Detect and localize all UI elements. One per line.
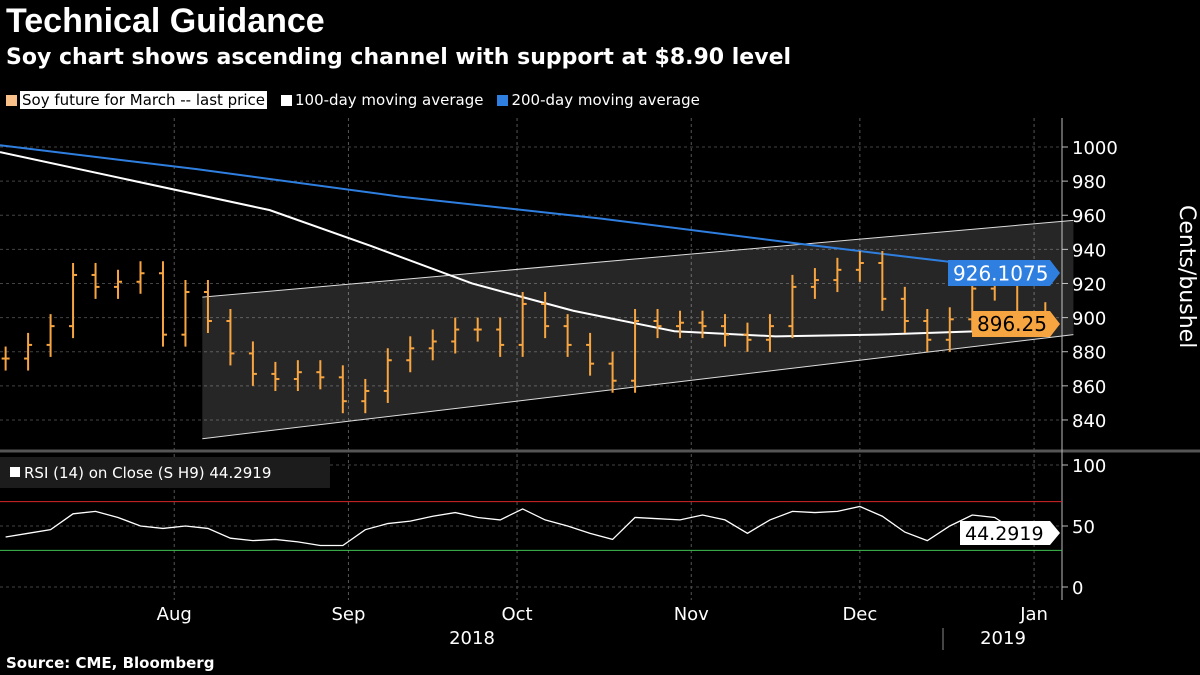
price-bar [900,286,909,334]
y-tick-label: 940 [1072,240,1106,261]
price-bar [271,361,280,392]
rsi-y-tick-label: 100 [1072,456,1106,477]
legend-label: 200-day moving average [511,91,700,109]
price-bar [383,348,392,403]
y-tick-label: 920 [1072,274,1106,295]
y-tick-label: 900 [1072,309,1106,330]
x-tick-label: Nov [674,604,709,625]
legend-swatch [281,94,292,106]
y-tick-label: 860 [1072,377,1106,398]
price-last-label: 896.25 [977,312,1047,336]
price-bar [653,309,662,339]
price-bar [541,291,550,339]
y-tick-label: 1000 [1072,138,1118,159]
ma200-last-label: 926.1075 [953,261,1048,285]
rsi-last-label-bg [960,520,1060,545]
price-bar [158,261,167,347]
price-bar [316,360,325,390]
price-bar [293,360,302,392]
legend-label: 100-day moving average [295,91,484,109]
legend: Soy future for March -- last price 100-d… [6,91,700,109]
price-bar [923,309,932,352]
x-tick-label: Aug [157,604,192,625]
price-bar [698,310,707,339]
price-bar [361,378,370,414]
x-tick-label: Oct [501,604,532,625]
price-bar [248,341,257,386]
channel-lower-line [202,334,1074,440]
price-bar [833,257,842,293]
y-tick-label: 880 [1072,343,1106,364]
channel-area [202,220,1074,439]
price-bar [203,280,212,334]
legend-label: Soy future for March -- last price [20,91,267,109]
legend-swatch [6,94,17,106]
price-bar [631,309,640,393]
price-bar [496,317,505,357]
y-tick-label: 840 [1072,411,1106,432]
price-bar [810,268,819,299]
x-year-label: 2018 [449,628,495,649]
price-bar [91,262,100,299]
price-bar [945,307,954,352]
x-tick-label: Jan [1019,604,1048,625]
price-bar [46,314,55,357]
price-bar [338,365,347,414]
legend-item-price: Soy future for March -- last price [6,91,267,109]
channel-upper-line [202,219,1074,298]
price-bar [518,291,527,357]
price-bar [451,317,460,354]
price-bar [24,332,33,371]
price-bar [114,269,123,299]
price-bar [226,309,235,366]
price-bar [878,251,887,311]
price-bar [406,336,415,373]
legend-item-ma100: 100-day moving average [281,91,483,109]
price-bar [788,274,797,339]
price-bar [608,351,617,393]
y-tick-label: 960 [1072,206,1106,227]
price-bar [1,346,10,371]
price-last-label-bg [972,310,1060,337]
price-bar [563,314,572,357]
price-bar [765,314,774,352]
price-bar [720,314,729,347]
ma200-line [0,144,1046,275]
rsi-last-label: 44.2919 [965,523,1044,545]
y-axis-label: Cents/bushel [1174,205,1199,348]
ma200-last-label-bg [948,260,1060,287]
rsi-line [5,505,1046,547]
chart-subtitle: Soy chart shows ascending channel with s… [6,45,792,70]
chart-title: Technical Guidance [6,2,325,40]
y-tick-label: 980 [1072,172,1106,193]
rsi-legend-bg [0,457,330,488]
price-bar [473,317,482,342]
x-year-label: 2019 [980,628,1026,649]
price-bar [676,310,685,339]
source-note: Source: CME, Bloomberg [6,654,215,672]
price-bar [136,261,145,294]
price-bar [743,322,752,352]
legend-item-ma200: 200-day moving average [497,91,700,109]
price-bar [428,329,437,361]
price-bar [855,251,864,282]
rsi-y-tick-label: 0 [1072,578,1083,599]
x-tick-label: Dec [842,604,877,625]
rsi-y-tick-label: 50 [1072,517,1095,538]
rsi-legend-label: RSI (14) on Close (S H9) 44.2919 [24,464,271,482]
price-bar [586,332,595,376]
rsi-legend-swatch [10,467,20,477]
price-bar [69,262,78,339]
price-bar [181,280,190,347]
x-tick-label: Sep [331,604,365,625]
legend-swatch [497,94,509,106]
